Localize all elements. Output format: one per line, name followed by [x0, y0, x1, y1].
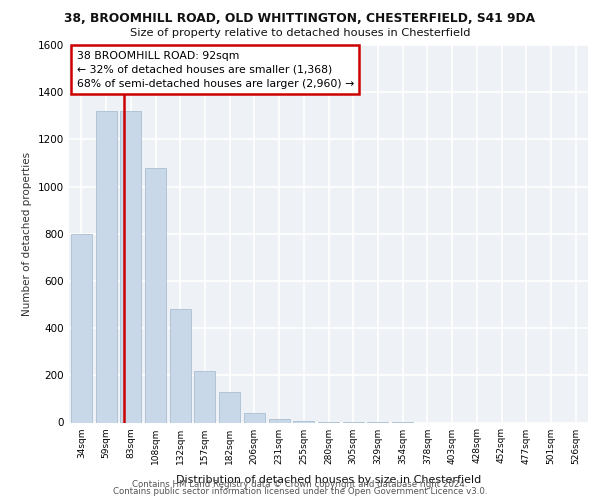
- Bar: [194, 370, 215, 422]
- Bar: [71, 234, 92, 422]
- Text: 38 BROOMHILL ROAD: 92sqm
← 32% of detached houses are smaller (1,368)
68% of sem: 38 BROOMHILL ROAD: 92sqm ← 32% of detach…: [77, 50, 354, 88]
- Bar: [145, 168, 166, 422]
- Text: Size of property relative to detached houses in Chesterfield: Size of property relative to detached ho…: [130, 28, 470, 38]
- Text: Contains public sector information licensed under the Open Government Licence v3: Contains public sector information licen…: [113, 487, 487, 496]
- X-axis label: Distribution of detached houses by size in Chesterfield: Distribution of detached houses by size …: [176, 475, 481, 485]
- Bar: [269, 419, 290, 422]
- Y-axis label: Number of detached properties: Number of detached properties: [22, 152, 32, 316]
- Bar: [244, 413, 265, 422]
- Bar: [170, 309, 191, 422]
- Bar: [219, 392, 240, 422]
- Bar: [95, 111, 116, 422]
- Bar: [120, 111, 141, 422]
- Text: Contains HM Land Registry data © Crown copyright and database right 2024.: Contains HM Land Registry data © Crown c…: [132, 480, 468, 489]
- Text: 38, BROOMHILL ROAD, OLD WHITTINGTON, CHESTERFIELD, S41 9DA: 38, BROOMHILL ROAD, OLD WHITTINGTON, CHE…: [64, 12, 536, 26]
